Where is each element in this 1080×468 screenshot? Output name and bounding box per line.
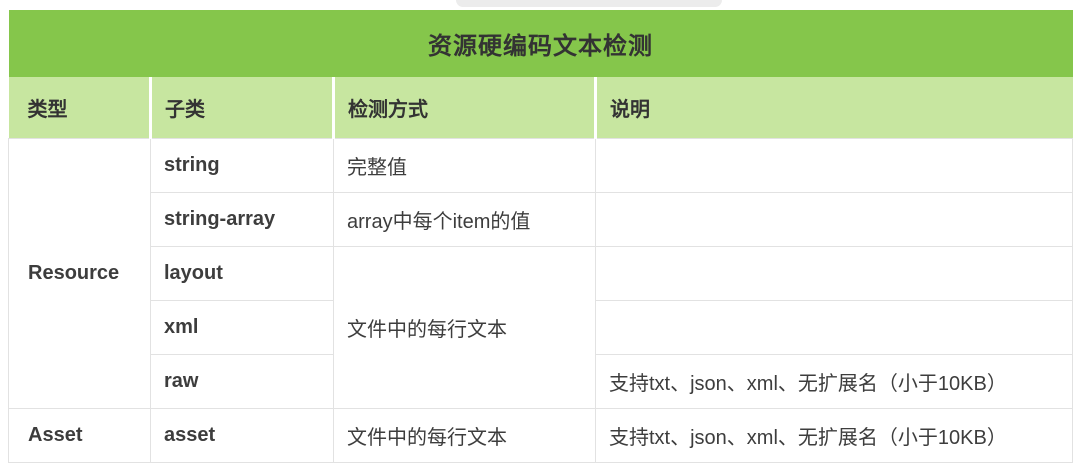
column-header-note: 说明: [595, 77, 1073, 139]
table-row-asset: Asset asset 文件中的每行文本 支持txt、json、xml、无扩展名…: [8, 408, 1073, 463]
subtype-cell-asset: asset: [150, 408, 334, 463]
subtype-cell-string: string: [150, 138, 334, 193]
table-title: 资源硬编码文本检测: [8, 10, 1073, 77]
top-notch-decoration: [456, 0, 722, 7]
header-row: 类型 子类 检测方式 说明: [8, 77, 1073, 139]
method-cell-string: 完整值: [333, 138, 596, 193]
table-row-xml: xml: [9, 300, 1073, 355]
subtype-cell-string-array: string-array: [150, 192, 334, 247]
type-cell-resource: Resource: [8, 138, 151, 409]
note-cell-xml: [595, 300, 1073, 355]
type-cell-asset: Asset: [8, 408, 151, 463]
method-cell-asset: 文件中的每行文本: [333, 408, 596, 463]
note-cell-raw: 支持txt、json、xml、无扩展名（小于10KB）: [595, 354, 1073, 409]
column-header-subtype: 子类: [150, 77, 335, 139]
subtype-cell-xml: xml: [150, 300, 334, 355]
subtype-cell-raw: raw: [150, 354, 334, 409]
detection-table: 资源硬编码文本检测 类型 子类 检测方式 说明 Resource string …: [8, 10, 1073, 463]
method-cell-file-lines: 文件中的每行文本: [333, 246, 596, 409]
method-cell-string-array: array中每个item的值: [333, 192, 596, 247]
note-cell-layout: [595, 246, 1073, 301]
subtype-cell-layout: layout: [150, 246, 334, 301]
note-cell-string-array: [595, 192, 1073, 247]
table-row-string-array: string-array array中每个item的值: [9, 192, 1073, 247]
table-row-raw: raw 支持txt、json、xml、无扩展名（小于10KB）: [9, 354, 1073, 409]
note-cell-string: [595, 138, 1073, 193]
column-header-type: 类型: [8, 77, 152, 139]
note-cell-asset: 支持txt、json、xml、无扩展名（小于10KB）: [595, 408, 1073, 463]
title-row: 资源硬编码文本检测: [8, 10, 1073, 77]
column-header-method: 检测方式: [333, 77, 597, 139]
table-row-layout: layout 文件中的每行文本: [9, 246, 1073, 409]
table-row-string: Resource string 完整值: [8, 138, 1073, 409]
